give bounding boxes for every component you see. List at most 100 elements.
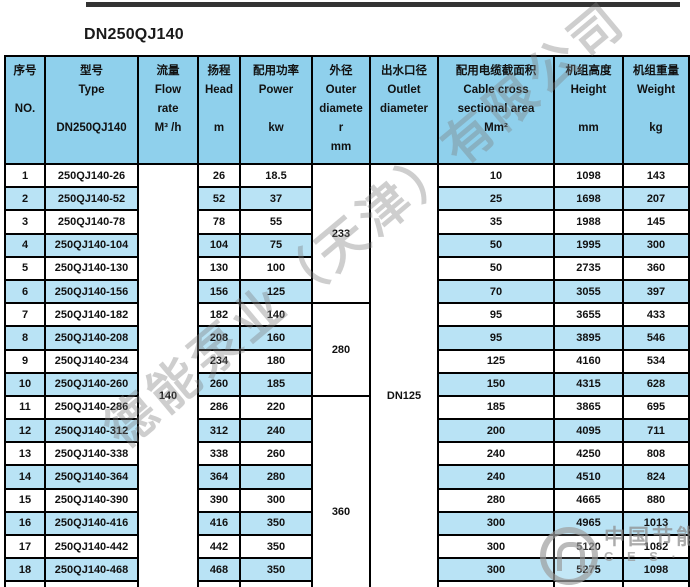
cell-power: 240 (239, 418, 313, 444)
cell-no: 17 (4, 533, 46, 560)
cell-head: 442 (197, 533, 241, 560)
cell-weight: 695 (622, 394, 690, 421)
cell-no: 13 (4, 441, 46, 467)
cell-cable-area: 10 (437, 162, 555, 189)
cell-outer-diameter: 233 (311, 162, 371, 305)
cell-head: 234 (197, 348, 241, 374)
cell-cable-area: 50 (437, 255, 555, 281)
cell-head: 78 (197, 209, 241, 235)
cell-weight: 397 (622, 278, 690, 305)
cell-type: 250QJ140-364 (44, 464, 139, 490)
header-no: 序号 NO. (4, 55, 46, 165)
cell-height: 4250 (553, 441, 624, 467)
page-title: DN250QJ140 (84, 26, 184, 43)
cell-power: 140 (239, 302, 313, 328)
cell-weight: 433 (622, 302, 690, 328)
cell-height: 1098 (553, 162, 624, 189)
cell-head: 416 (197, 510, 241, 537)
cell-head: 364 (197, 464, 241, 490)
cell-weight: 628 (622, 371, 690, 397)
cell-no: 9 (4, 348, 46, 374)
cell-type: 250QJ140-208 (44, 325, 139, 351)
cell-head: 156 (197, 278, 241, 305)
cell-cable-area: 200 (437, 418, 555, 444)
header-height: 机组高度 Height mm (553, 55, 624, 165)
table-row: 16 250QJ140-416 416 350 300 4965 1013 (4, 510, 690, 537)
cell-weight: 824 (622, 464, 690, 490)
table-row: 6 250QJ140-156 156 125 70 3055 397 (4, 278, 690, 305)
cell-no: 3 (4, 209, 46, 235)
cell-power: 75 (239, 232, 313, 258)
cell-type: 250QJ140-104 (44, 232, 139, 258)
cell-height: 1995 (553, 232, 624, 258)
cell-no: 10 (4, 371, 46, 397)
cell-weight: 534 (622, 348, 690, 374)
cell-height: 4160 (553, 348, 624, 374)
cell-cable-area: 300 (437, 557, 555, 583)
table-row: 1 250QJ140-26 140 26 18.5 233 DN125 10 1098 143 (4, 162, 690, 587)
cell-height: 3655 (553, 302, 624, 328)
cell-type: 250QJ140-286 (44, 394, 139, 421)
cell-power: 18.5 (239, 162, 313, 189)
cell-weight: 1146 (622, 580, 690, 587)
cell-type: 250QJ140-468 (44, 557, 139, 583)
cell-height: 4095 (553, 418, 624, 444)
table-row: 3 250QJ140-78 78 55 35 1988 145 (4, 209, 690, 235)
cell-no: 12 (4, 418, 46, 444)
cell-flow-rate: 140 (137, 163, 199, 587)
cell-outlet-diameter: DN125 (369, 163, 439, 587)
cell-no: 7 (4, 302, 46, 328)
cell-cable-area: 35 (437, 209, 555, 235)
table-row: 8 250QJ140-208 208 160 95 3895 546 (4, 325, 690, 351)
cell-weight: 1098 (622, 557, 690, 583)
cell-weight: 207 (622, 186, 690, 212)
cell-height: 4965 (553, 510, 624, 537)
table-header: 序号 NO. 型号 Type DN250QJ140 流量 Flow rate M… (4, 55, 690, 165)
cell-cable-area: 95 (437, 325, 555, 351)
cell-weight: 143 (622, 162, 690, 189)
header-outer-diameter: 外径 Outer diamete r mm (311, 55, 371, 165)
cell-power: 220 (239, 394, 313, 421)
cell-weight: 808 (622, 441, 690, 467)
cell-type: 250QJ140-26 (44, 162, 139, 189)
cell-no: 6 (4, 278, 46, 305)
cell-head: 130 (197, 255, 241, 281)
table-row: 9 250QJ140-234 234 180 125 4160 534 (4, 348, 690, 374)
header-type: 型号 Type DN250QJ140 (44, 55, 139, 165)
header-weight: 机组重量 Weight kg (622, 55, 690, 165)
cell-head: 260 (197, 371, 241, 397)
cell-type: 250QJ140-442 (44, 533, 139, 560)
cell-power: 410 (239, 580, 313, 587)
spec-table-body: 1 250QJ140-26 140 26 18.5 233 DN125 10 1098 143 2 2… (4, 162, 690, 587)
cell-height: 5120 (553, 533, 624, 560)
table-row: 12 250QJ140-312 312 240 200 4095 711 (4, 418, 690, 444)
cell-head: 390 (197, 487, 241, 513)
cell-type: 250QJ140-52 (44, 186, 139, 212)
table-row: 17 250QJ140-442 442 350 300 5120 1082 (4, 533, 690, 560)
header-head: 扬程 Head m (197, 55, 241, 165)
cell-height: 5480 (553, 580, 624, 587)
top-divider-bar (86, 2, 680, 7)
cell-type: 250QJ140-312 (44, 418, 139, 444)
cell-no: 8 (4, 325, 46, 351)
cell-head: 208 (197, 325, 241, 351)
cell-cable-area: 280 (437, 487, 555, 513)
cell-cable-area: 95 (437, 302, 555, 328)
cell-weight: 300 (622, 232, 690, 258)
cell-cable-area: 300 (437, 510, 555, 537)
cell-no: 1 (4, 162, 46, 189)
cell-no: 14 (4, 464, 46, 490)
cell-head: 52 (197, 186, 241, 212)
cell-power: 350 (239, 510, 313, 537)
cell-height: 4665 (553, 487, 624, 513)
table-row: 10 250QJ140-260 260 185 150 4315 628 (4, 371, 690, 397)
cell-weight: 1082 (622, 533, 690, 560)
cell-power: 180 (239, 348, 313, 374)
table-row: 15 250QJ140-390 390 300 280 4665 880 (4, 487, 690, 513)
cell-power: 37 (239, 186, 313, 212)
cell-cable-area: 25 (437, 186, 555, 212)
table-row: 13 250QJ140-338 338 260 240 4250 808 (4, 441, 690, 467)
cell-type: 250QJ140-390 (44, 487, 139, 513)
table-row: 5 250QJ140-130 130 100 50 2735 360 (4, 255, 690, 281)
